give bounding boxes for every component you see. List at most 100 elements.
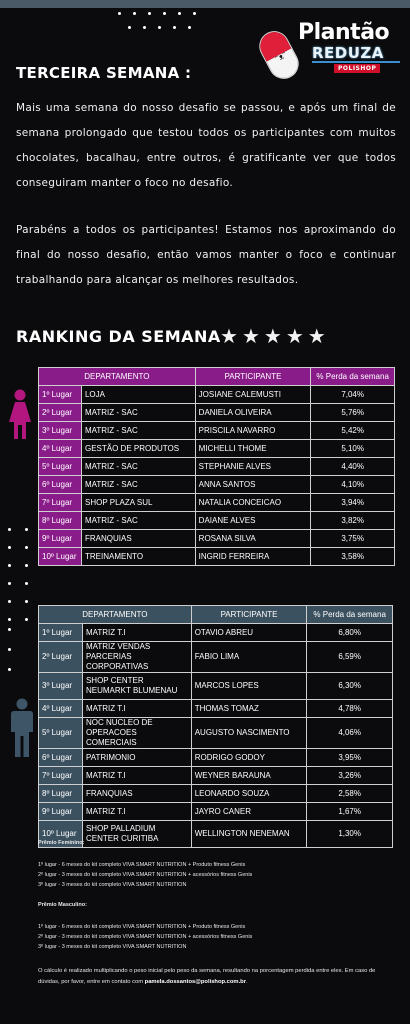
table-row: 7º Lugar MATRIZ T.I WEYNER BARAUNA 3,26% xyxy=(38,766,393,785)
participant-cell: LEONARDO SOUZA xyxy=(190,784,308,803)
table-row: 4º Lugar GESTÃO DE PRODUTOS MICHELLI THOME… xyxy=(38,439,395,458)
table-row: 6º Lugar MATRIZ - SAC ANNA SANTOS 4,10% xyxy=(38,475,395,494)
intro-paragraph: Mais uma semana do nosso desafio se pass… xyxy=(16,102,396,189)
section-title: TERCEIRA SEMANA : xyxy=(16,64,192,82)
table-row: 7º Lugar SHOP PLAZA SUL NATALIA CONCEICAO 3… xyxy=(38,493,395,512)
table-row: 4º Lugar MATRIZ T.I THOMAS TOMAZ 4,78% xyxy=(38,699,393,718)
loss-percentage-cell: 6,59% xyxy=(306,641,393,673)
participant-cell: DAIANE ALVES xyxy=(194,511,312,530)
footer-end: . xyxy=(245,979,248,985)
rank-position: 2º Lugar xyxy=(38,403,82,422)
top-bar xyxy=(0,0,410,8)
table-row: 1º Lugar MATRIZ T.I OTAVIO ABREU 6,80% xyxy=(38,623,393,642)
rank-position: 2º Lugar xyxy=(38,641,83,673)
table-header-row: DEPARTAMENTO PARTICIPANTE % Perda da sem… xyxy=(38,605,393,624)
loss-percentage-cell: 3,95% xyxy=(306,748,393,767)
footer-text: O cálculo é realizado multiplicando o pe… xyxy=(38,968,376,985)
participant-cell: THOMAS TOMAZ xyxy=(190,699,308,718)
loss-percentage-cell: 7,04% xyxy=(310,385,395,404)
loss-percentage-cell: 4,40% xyxy=(310,457,395,476)
ranking-title: RANKING DA SEMANA xyxy=(16,327,221,346)
table-row: 3º Lugar SHOP CENTER NEUMARKT BLUMENAU MAR… xyxy=(38,672,393,700)
female-prizes: Prêmio Feminino: 1º lugar - 6 meses do k… xyxy=(38,840,252,890)
plantao-reduza-logo: ᵔᴥᵔ Plantão REDUZA POLISHOP xyxy=(254,18,402,85)
star-icon: ★ xyxy=(220,324,238,348)
column-header-department: DEPARTAMENTO xyxy=(38,605,192,624)
participant-cell: MICHELLI THOME xyxy=(194,439,312,458)
decorative-dots-left-2 xyxy=(8,628,11,671)
loss-percentage-cell: 3,26% xyxy=(306,766,393,785)
rank-position: 5º Lugar xyxy=(38,457,82,476)
prize-line: 1º lugar - 6 meses do kit completo VIVA … xyxy=(38,862,246,868)
department-cell: MATRIZ T.I xyxy=(81,766,192,785)
table-row: 9º Lugar FRANQUIAS ROSANA SILVA 3,75% xyxy=(38,529,395,548)
rank-position: 4º Lugar xyxy=(38,439,82,458)
loss-percentage-cell: 4,78% xyxy=(306,699,393,718)
participant-cell: DANIELA OLIVEIRA xyxy=(194,403,312,422)
table-row: 2º Lugar MATRIZ - SAC DANIELA OLIVEIRA 5,76… xyxy=(38,403,395,422)
department-cell: PATRIMONIO xyxy=(81,748,192,767)
loss-percentage-cell: 3,75% xyxy=(310,529,395,548)
star-icon: ★ xyxy=(241,324,260,348)
department-cell: MATRIZ VENDAS PARCERIAS CORPORATIVAS xyxy=(81,641,192,673)
table-row: 8º Lugar FRANQUIAS LEONARDO SOUZA 2,58% xyxy=(38,784,393,803)
decorative-dots-top xyxy=(118,12,196,15)
man-icon xyxy=(11,698,33,757)
rank-position: 9º Lugar xyxy=(38,529,82,548)
participant-cell: INGRID FERREIRA xyxy=(194,547,312,566)
loss-percentage-cell: 5,76% xyxy=(310,403,395,422)
prize-line: 3º lugar - 3 meses do kit completo VIVA … xyxy=(38,882,187,888)
participant-cell: AUGUSTO NASCIMENTO xyxy=(190,717,308,749)
rank-position: 9º Lugar xyxy=(38,802,83,821)
department-cell: LOJA xyxy=(80,385,196,404)
participant-cell: ROSANA SILVA xyxy=(194,529,312,548)
male-ranking-table: DEPARTAMENTO PARTICIPANTE % Perda da sem… xyxy=(38,605,393,848)
participant-cell: NATALIA CONCEICAO xyxy=(194,493,312,512)
loss-percentage-cell: 5,10% xyxy=(310,439,395,458)
star-icon: ★ xyxy=(307,324,326,348)
rank-position: 1º Lugar xyxy=(38,385,82,404)
department-cell: MATRIZ - SAC xyxy=(80,403,196,422)
congrats-paragraph: Parabéns a todos os participantes! Estam… xyxy=(16,224,396,286)
rank-position: 10º Lugar xyxy=(38,820,83,848)
loss-percentage-cell: 1,67% xyxy=(306,802,393,821)
rank-position: 7º Lugar xyxy=(38,766,83,785)
prize-line: 2º lugar - 3 meses do kit completo VIVA … xyxy=(38,934,253,940)
department-cell: GESTÃO DE PRODUTOS xyxy=(80,439,196,458)
participant-cell: WELLINGTON NENEMAN xyxy=(190,820,308,848)
participant-cell: JAYRO CANER xyxy=(190,802,308,821)
decorative-dots-left xyxy=(8,528,28,621)
female-prizes-title: Prêmio Feminino: xyxy=(38,840,85,846)
table-row: 2º Lugar MATRIZ VENDAS PARCERIAS CORPORAT… xyxy=(38,641,393,673)
stars-rating: ★ ★ ★ ★ ★ xyxy=(220,325,326,347)
loss-percentage-cell: 6,30% xyxy=(306,672,393,700)
pill-mascot-icon: ᵔᴥᵔ xyxy=(254,25,304,85)
column-header-participant: PARTICIPANTE xyxy=(194,367,312,386)
column-header-department: DEPARTAMENTO xyxy=(38,367,196,386)
participant-cell: ANNA SANTOS xyxy=(194,475,312,494)
loss-percentage-cell: 3,58% xyxy=(310,547,395,566)
table-row: 10º Lugar SHOP PALLADIUM CENTER CURITIBA W… xyxy=(38,820,393,848)
department-cell: MATRIZ T.I xyxy=(81,623,192,642)
logo-brand: POLISHOP xyxy=(334,64,381,73)
department-cell: MATRIZ - SAC xyxy=(80,511,196,530)
participant-cell: PRISCILA NAVARRO xyxy=(194,421,312,440)
department-cell: TREINAMENTO xyxy=(80,547,196,566)
logo-title: Plantão xyxy=(298,20,390,45)
department-cell: SHOP PALLADIUM CENTER CURITIBA xyxy=(81,820,192,848)
department-cell: FRANQUIAS xyxy=(80,529,196,548)
rank-position: 8º Lugar xyxy=(38,784,83,803)
department-cell: SHOP PLAZA SUL xyxy=(80,493,196,512)
department-cell: NOC NUCLEO DE OPERACOES COMERCIAIS xyxy=(81,717,192,749)
participant-cell: STEPHANIE ALVES xyxy=(194,457,312,476)
participant-cell: OTAVIO ABREU xyxy=(190,623,308,642)
department-cell: MATRIZ - SAC xyxy=(80,475,196,494)
table-row: 5º Lugar MATRIZ - SAC STEPHANIE ALVES 4,40% xyxy=(38,457,395,476)
star-icon: ★ xyxy=(285,324,304,348)
decorative-dots-top-2 xyxy=(128,26,191,29)
rank-position: 3º Lugar xyxy=(38,672,83,700)
participant-cell: MARCOS LOPES xyxy=(190,672,308,700)
star-icon: ★ xyxy=(263,324,282,348)
contact-email[interactable]: pamela.dossantos@polishop.com.br xyxy=(144,979,246,985)
column-header-loss: % Perda da semana xyxy=(310,367,395,386)
